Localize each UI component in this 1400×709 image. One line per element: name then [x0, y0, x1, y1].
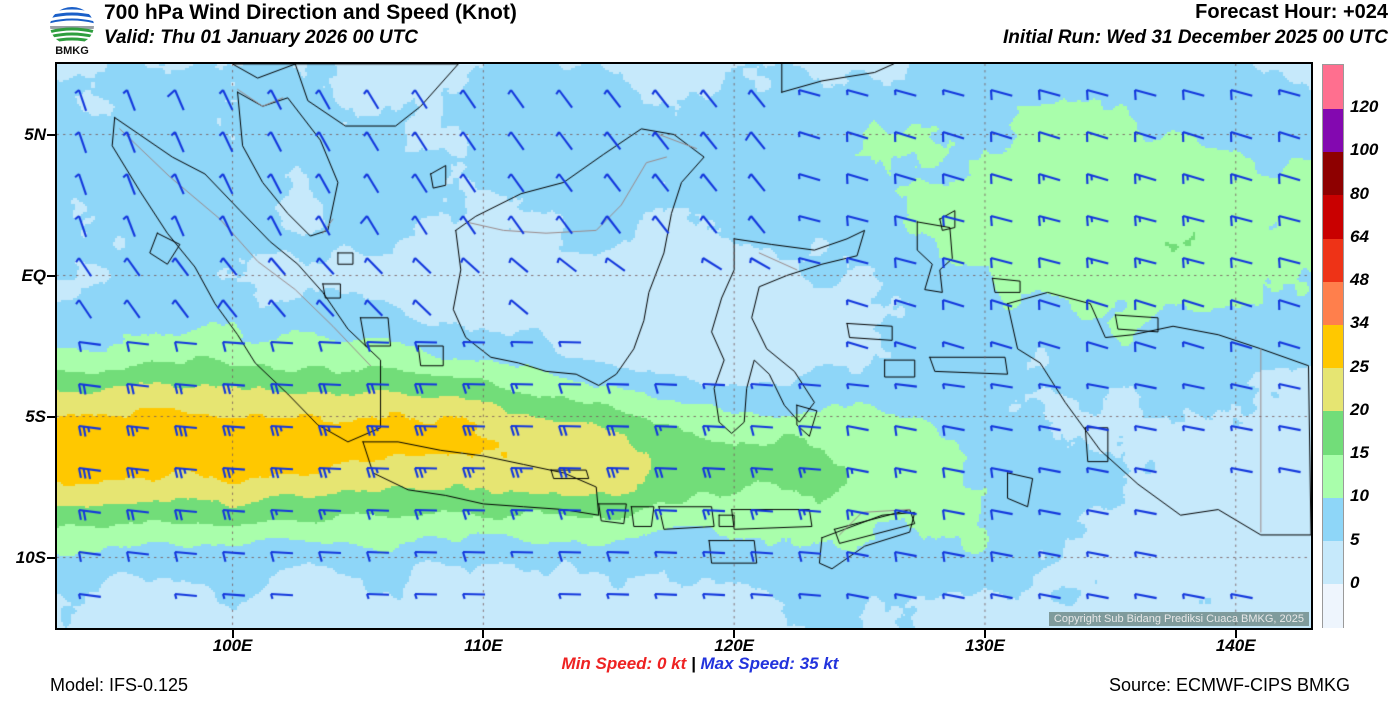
colorbar [1322, 64, 1344, 628]
bmkg-logo: BMKG [50, 7, 94, 56]
map-plot-area[interactable]: Copyright Sub Bidang Prediksi Cuaca BMKG… [55, 62, 1313, 630]
x-axis-tick [1234, 630, 1237, 638]
minmax-speed: Min Speed: 0 kt | Max Speed: 35 kt [0, 654, 1400, 674]
colorbar-tick-label: 10 [1350, 486, 1369, 506]
valid-time: Valid: Thu 01 January 2026 00 UTC [104, 27, 418, 48]
x-axis-label: 100E [212, 636, 253, 655]
colorbar-tick-label: 15 [1350, 443, 1369, 463]
colorbar-tick-label: 34 [1350, 313, 1369, 333]
title-block: 700 hPa Wind Direction and Speed (Knot) … [104, 0, 517, 51]
max-speed-label: Max Speed: [700, 654, 795, 673]
y-axis-label: 10S [15, 547, 46, 567]
minmax-separator: | [690, 654, 696, 673]
colorbar-segment [1323, 65, 1343, 109]
page-title: 700 hPa Wind Direction and Speed (Knot) [104, 1, 517, 24]
min-speed-label: Min Speed: [561, 654, 653, 673]
run-info-block: Forecast Hour: +024 Initial Run: Wed 31 … [1003, 0, 1388, 51]
x-axis-label: 140E [1215, 636, 1256, 655]
svg-text:BMKG: BMKG [55, 45, 89, 56]
x-axis-label: 120E [714, 636, 754, 655]
copyright-overlay: Copyright Sub Bidang Prediksi Cuaca BMKG… [1048, 612, 1309, 626]
x-axis-tick [983, 630, 986, 638]
colorbar-tick-label: 0 [1350, 572, 1360, 592]
source-label: Source: ECMWF-CIPS BMKG [1108, 675, 1350, 695]
wind-speed-field [57, 64, 1311, 628]
colorbar-tick-label: 80 [1350, 183, 1369, 203]
colorbar-tick-label: 5 [1350, 529, 1360, 549]
y-axis-tick [47, 133, 55, 136]
max-speed-value: 35 kt [799, 654, 839, 673]
y-axis-label: EQ [21, 265, 46, 285]
colorbar-tick-label: 100 [1350, 140, 1379, 160]
x-axis-tick [733, 630, 736, 638]
model-label: Model: IFS-0.125 [50, 675, 189, 695]
y-axis-label: 5S [25, 406, 46, 426]
colorbar-segment [1323, 194, 1343, 239]
colorbar-segment [1323, 410, 1343, 455]
colorbar-segment [1323, 324, 1343, 369]
y-axis-tick [47, 274, 55, 277]
colorbar-tick-label: 48 [1350, 270, 1369, 290]
forecast-hour: Forecast Hour: +024 [1195, 1, 1388, 23]
colorbar-segment [1323, 540, 1343, 585]
y-axis-label: 5N [24, 124, 46, 144]
x-axis-tick [231, 630, 234, 638]
colorbar-segment [1323, 281, 1343, 325]
colorbar-segment [1323, 108, 1343, 153]
colorbar-segment [1323, 497, 1343, 542]
colorbar-tick-label: 20 [1350, 399, 1369, 419]
colorbar-tick-label: 25 [1350, 356, 1369, 376]
min-speed-value: 0 kt [656, 654, 687, 673]
y-axis-tick [47, 556, 55, 559]
x-axis-label: 130E [965, 636, 1005, 655]
colorbar-tick-label: 120 [1350, 97, 1379, 117]
header: BMKG 700 hPa Wind Direction and Speed (K… [0, 0, 1400, 58]
colorbar-segment [1323, 583, 1343, 628]
colorbar-segment [1323, 454, 1343, 498]
x-axis-label: 110E [464, 636, 503, 655]
colorbar-segment [1323, 151, 1343, 196]
colorbar-segment [1323, 237, 1343, 282]
initial-run: Initial Run: Wed 31 December 2025 00 UTC [1002, 27, 1388, 48]
y-axis-tick [47, 415, 55, 418]
x-axis-tick [482, 630, 485, 638]
colorbar-segment [1323, 367, 1343, 412]
colorbar-tick-label: 64 [1350, 226, 1369, 246]
